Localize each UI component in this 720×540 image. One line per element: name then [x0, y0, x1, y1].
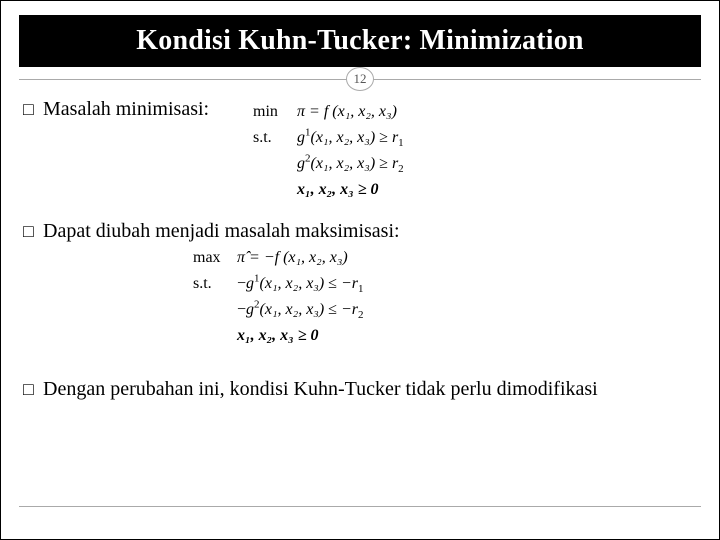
bullet-text-1: Masalah minimisasi:	[43, 97, 209, 121]
page-badge-region: 12	[19, 67, 701, 91]
math-sub: 2	[358, 309, 364, 321]
math-nn: x₁, x₂, x₃ ≥ 0	[237, 323, 319, 349]
math-obj-lhs: π =	[297, 103, 324, 120]
math-expr: π̂ = −f (x₁, x₂, x₃)	[237, 245, 348, 271]
math-expr: −g2(x₁, x₂, x₃) ≤ −r2	[237, 297, 364, 323]
page-number-badge: 12	[346, 67, 374, 91]
math-sub: 1	[398, 137, 404, 149]
slide-title: Kondisi Kuhn-Tucker: Minimization	[136, 25, 583, 57]
math-label-max: max	[193, 245, 237, 271]
math-label-st: s.t.	[193, 271, 237, 297]
bullet-text-2: Dapat diubah menjadi masalah maksimisasi…	[43, 219, 400, 243]
math-block-max: max π̂ = −f (x₁, x₂, x₃) s.t. −g 1 (x₁, x₂…	[193, 245, 697, 349]
bullet-text-3: Dengan perubahan ini, kondisi Kuhn-Tucke…	[43, 377, 598, 401]
math-neg: −	[237, 275, 246, 292]
math-args: (x₁, x₂, x₃) ≥	[311, 129, 392, 146]
title-bar: Kondisi Kuhn-Tucker: Minimization	[19, 15, 701, 67]
math-label-min: min	[253, 99, 297, 125]
math-max-g2: −g2(x₁, x₂, x₃) ≤ −r2	[193, 297, 697, 323]
math-sub: 2	[398, 163, 404, 175]
math-args: (x₁, x₂, x₃)	[328, 103, 397, 120]
math-expr: g2(x₁, x₂, x₃) ≥ r2	[297, 151, 404, 177]
math-nn: x₁, x₂, x₃ ≥ 0	[297, 177, 379, 203]
slide: Kondisi Kuhn-Tucker: Minimization 12 □ M…	[0, 0, 720, 540]
math-args: (x₁, x₂, x₃) ≤ −	[260, 275, 352, 292]
math-label-st: s.t.	[253, 125, 297, 151]
math-expr: −g1(x₁, x₂, x₃) ≤ −r1	[237, 271, 364, 297]
bullet-icon: □	[23, 219, 43, 243]
math-neg: −	[237, 301, 246, 318]
math-max-obj: max π̂ = −f (x₁, x₂, x₃)	[193, 245, 697, 271]
bullet-icon: □	[23, 97, 43, 121]
math-args: (x₁, x₂, x₃)	[279, 249, 348, 266]
math-args: (x₁, x₂, x₃) ≥	[311, 155, 392, 172]
content-area: □ Masalah minimisasi: min π = f (x₁, x₂,…	[23, 97, 697, 403]
math-g: g	[246, 301, 254, 318]
bullet-row-3: □ Dengan perubahan ini, kondisi Kuhn-Tuc…	[23, 377, 697, 401]
math-g: g	[297, 155, 305, 172]
math-expr: g1(x₁, x₂, x₃) ≥ r1	[297, 125, 404, 151]
math-min-g2: g2(x₁, x₂, x₃) ≥ r2	[253, 151, 697, 177]
math-sub: 1	[358, 283, 364, 295]
divider-bottom	[19, 506, 701, 507]
math-min-obj: min π = f (x₁, x₂, x₃)	[253, 99, 697, 125]
math-max-g1: s.t. −g1(x₁, x₂, x₃) ≤ −r1	[193, 271, 697, 297]
math-min-nn: x₁, x₂, x₃ ≥ 0	[253, 177, 697, 203]
math-obj-lhs: π̂ = −	[237, 249, 275, 266]
math-args: (x₁, x₂, x₃) ≤ −	[260, 301, 352, 318]
math-g: g	[297, 129, 305, 146]
math-min-g1: s.t. g1(x₁, x₂, x₃) ≥ r1	[253, 125, 697, 151]
math-expr: π = f (x₁, x₂, x₃)	[297, 99, 397, 125]
bullet-icon: □	[23, 377, 43, 401]
math-block-min: min π = f (x₁, x₂, x₃) s.t. g 1 (x₁, x₂, x…	[253, 99, 697, 203]
math-g: g	[246, 275, 254, 292]
math-max-nn: x₁, x₂, x₃ ≥ 0	[193, 323, 697, 349]
bullet-row-2: □ Dapat diubah menjadi masalah maksimisa…	[23, 219, 697, 243]
